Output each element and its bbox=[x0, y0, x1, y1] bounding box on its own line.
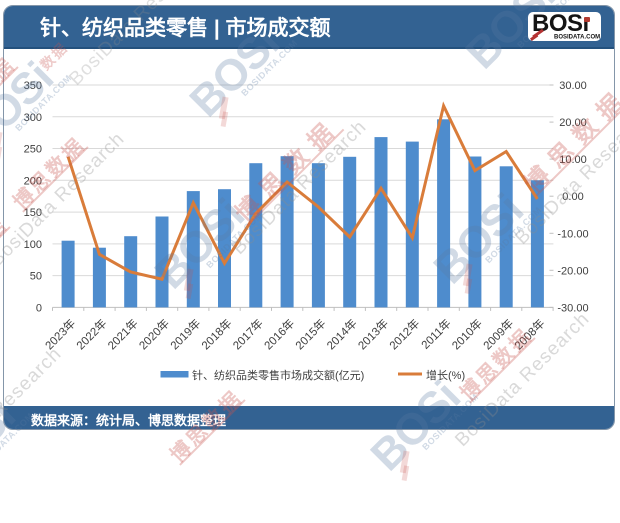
svg-text:150: 150 bbox=[24, 207, 42, 219]
svg-text:-10.00: -10.00 bbox=[557, 228, 588, 240]
svg-text:0.00: 0.00 bbox=[562, 191, 583, 203]
svg-text:2022年: 2022年 bbox=[73, 316, 109, 352]
svg-text:2012年: 2012年 bbox=[386, 316, 422, 352]
svg-text:2011年: 2011年 bbox=[418, 316, 454, 352]
svg-text:50: 50 bbox=[30, 271, 42, 283]
svg-text:30.00: 30.00 bbox=[559, 80, 587, 92]
svg-text:2013年: 2013年 bbox=[355, 316, 391, 352]
svg-text:-20.00: -20.00 bbox=[557, 265, 588, 277]
svg-text:2016年: 2016年 bbox=[261, 316, 297, 352]
svg-text:100: 100 bbox=[24, 239, 42, 251]
svg-text:2015年: 2015年 bbox=[292, 316, 328, 352]
svg-text:针、纺织品类零售市场成交额(亿元): 针、纺织品类零售市场成交额(亿元) bbox=[192, 368, 364, 382]
svg-text:350: 350 bbox=[24, 80, 42, 92]
svg-text:2020年: 2020年 bbox=[136, 316, 172, 352]
svg-text:250: 250 bbox=[24, 144, 42, 156]
svg-text:300: 300 bbox=[24, 112, 42, 124]
svg-text:0: 0 bbox=[36, 302, 42, 314]
svg-text:增长(%): 增长(%) bbox=[426, 368, 465, 382]
svg-text:2017年: 2017年 bbox=[230, 316, 266, 352]
svg-text:20.00: 20.00 bbox=[559, 117, 587, 129]
svg-text:10.00: 10.00 bbox=[559, 154, 587, 166]
svg-text:2014年: 2014年 bbox=[324, 316, 360, 352]
svg-text:2021年: 2021年 bbox=[105, 316, 141, 352]
svg-text:-30.00: -30.00 bbox=[557, 302, 588, 314]
svg-text:200: 200 bbox=[24, 175, 42, 187]
svg-text:2019年: 2019年 bbox=[167, 316, 203, 352]
